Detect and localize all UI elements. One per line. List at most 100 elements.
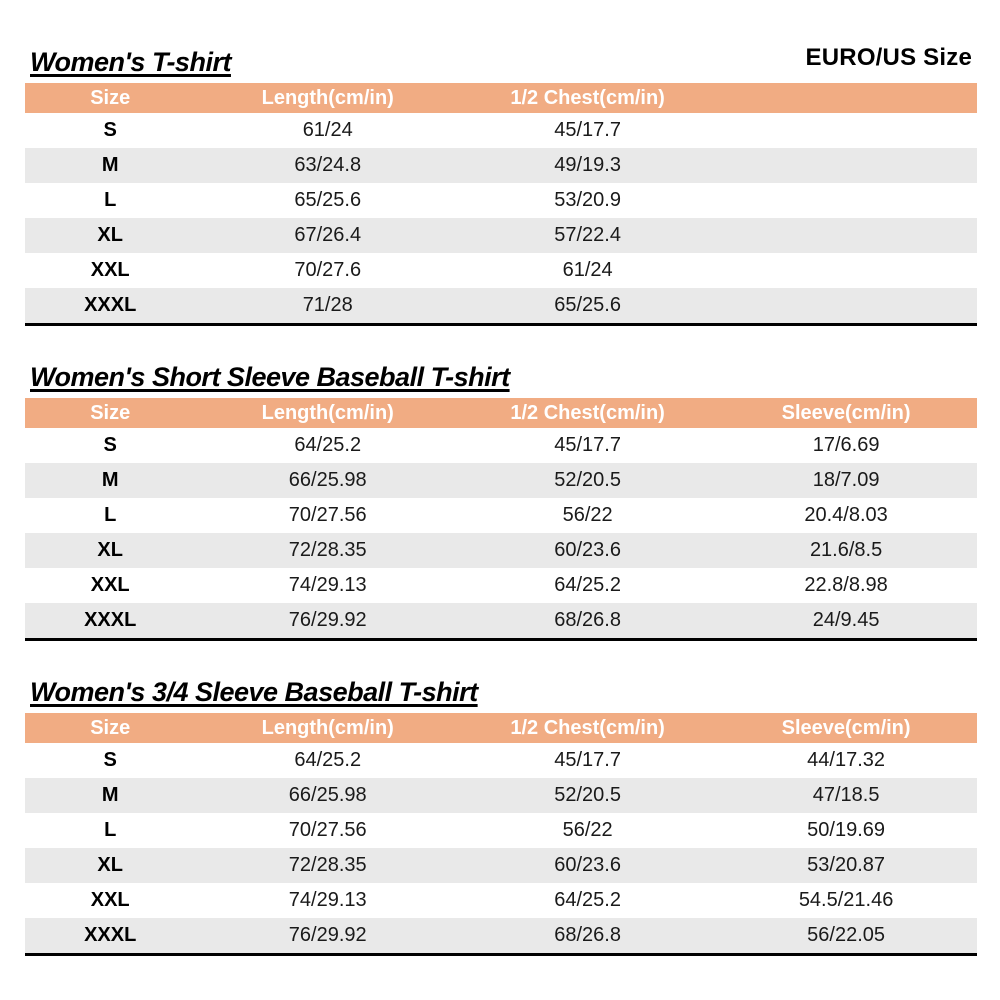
column-header: Length(cm/in) bbox=[195, 398, 461, 428]
measurement-cell: 24/9.45 bbox=[812, 609, 880, 631]
table-row: L 70/27.56 56/22 50/19.69 bbox=[25, 813, 977, 848]
section-womens-tshirt: Women's T-shirt Size Length(cm/in) 1/2 Che… bbox=[25, 46, 977, 326]
measurement-cell bbox=[715, 113, 977, 148]
measurement-cell: 45/17.7 bbox=[554, 434, 621, 456]
table-title: Women's 3/4 Sleeve Baseball T-shirt bbox=[30, 677, 478, 707]
measurement-cell: 64/25.2 bbox=[294, 434, 362, 456]
column-header: Sleeve(cm/in) bbox=[715, 713, 977, 743]
size-cell: XXL bbox=[90, 259, 130, 281]
measurement-cell: 76/29.92 bbox=[288, 924, 367, 946]
measurement-cell: 66/25.98 bbox=[288, 784, 367, 806]
table-row: XL 67/26.4 57/22.4 bbox=[25, 218, 977, 253]
section-womens-three-quarter-sleeve-baseball-tshirt: Women's 3/4 Sleeve Baseball T-shirt Size… bbox=[25, 676, 977, 956]
measurement-cell: 49/19.3 bbox=[554, 154, 621, 176]
table-row: XXXL 71/28 65/25.6 bbox=[25, 288, 977, 325]
table-row: M 63/24.8 49/19.3 bbox=[25, 148, 977, 183]
measurement-cell bbox=[715, 253, 977, 288]
measurement-cell: 72/28.35 bbox=[288, 854, 367, 876]
size-cell: XXL bbox=[90, 574, 130, 596]
measurement-cell: 52/20.5 bbox=[554, 784, 621, 806]
measurement-cell: 70/27.56 bbox=[288, 819, 367, 841]
table-row: XXXL 76/29.92 68/26.8 24/9.45 bbox=[25, 603, 977, 640]
measurement-cell: 61/24 bbox=[302, 119, 353, 141]
measurement-cell: 60/23.6 bbox=[554, 854, 621, 876]
size-cell: XXXL bbox=[84, 609, 137, 631]
measurement-cell: 74/29.13 bbox=[288, 889, 367, 911]
table-row: XXL 70/27.6 61/24 bbox=[25, 253, 977, 288]
measurement-cell: 21.6/8.5 bbox=[809, 539, 883, 561]
measurement-cell bbox=[715, 148, 977, 183]
measurement-cell: 50/19.69 bbox=[807, 819, 886, 841]
measurement-cell: 60/23.6 bbox=[554, 539, 621, 561]
measurement-cell: 20.4/8.03 bbox=[804, 504, 888, 526]
measurement-cell: 63/24.8 bbox=[294, 154, 362, 176]
measurement-cell: 52/20.5 bbox=[554, 469, 621, 491]
size-table: Size Length(cm/in) 1/2 Chest(cm/in) S 61/24 4… bbox=[25, 83, 977, 326]
measurement-cell: 64/25.2 bbox=[554, 574, 621, 596]
measurement-cell: 68/26.8 bbox=[554, 609, 621, 631]
measurement-cell: 17/6.69 bbox=[812, 434, 880, 456]
size-cell: M bbox=[101, 154, 119, 176]
measurement-cell bbox=[715, 218, 977, 253]
size-cell: M bbox=[101, 469, 119, 491]
measurement-cell: 64/25.2 bbox=[554, 889, 621, 911]
size-cell: XL bbox=[97, 539, 123, 561]
measurement-cell: 47/18.5 bbox=[812, 784, 880, 806]
measurement-cell: 66/25.98 bbox=[288, 469, 367, 491]
measurement-cell: 74/29.13 bbox=[288, 574, 367, 596]
size-cell: XXXL bbox=[84, 924, 137, 946]
column-header: Size bbox=[25, 83, 196, 113]
column-header: Sleeve(cm/in) bbox=[715, 398, 977, 428]
measurement-cell: 56/22.05 bbox=[807, 924, 886, 946]
table-row: S 61/24 45/17.7 bbox=[25, 113, 977, 148]
column-header: Length(cm/in) bbox=[195, 83, 461, 113]
table-title: Women's T-shirt bbox=[30, 47, 231, 77]
header-row: Size Length(cm/in) 1/2 Chest(cm/in) bbox=[25, 83, 977, 113]
column-header: 1/2 Chest(cm/in) bbox=[460, 83, 716, 113]
size-cell: XXXL bbox=[84, 294, 137, 316]
measurement-cell: 45/17.7 bbox=[554, 749, 621, 771]
size-cell: L bbox=[104, 819, 117, 841]
measurement-cell: 70/27.6 bbox=[294, 259, 362, 281]
size-table: Size Length(cm/in) 1/2 Chest(cm/in) Sleeve(… bbox=[25, 713, 977, 956]
measurement-cell: 22.8/8.98 bbox=[804, 574, 888, 596]
size-cell: S bbox=[103, 119, 117, 141]
column-header: 1/2 Chest(cm/in) bbox=[460, 713, 716, 743]
measurement-cell: 53/20.87 bbox=[807, 854, 886, 876]
table-row: S 64/25.2 45/17.7 17/6.69 bbox=[25, 428, 977, 463]
size-standard-label: EURO/US Size bbox=[805, 44, 972, 71]
measurement-cell: 57/22.4 bbox=[554, 224, 621, 246]
table-row: L 65/25.6 53/20.9 bbox=[25, 183, 977, 218]
table-row: XL 72/28.35 60/23.6 53/20.87 bbox=[25, 848, 977, 883]
measurement-cell: 67/26.4 bbox=[294, 224, 362, 246]
measurement-cell: 64/25.2 bbox=[294, 749, 362, 771]
measurement-cell bbox=[715, 183, 977, 218]
column-header: Size bbox=[25, 713, 196, 743]
size-cell: XL bbox=[97, 854, 123, 876]
measurement-cell: 56/22 bbox=[562, 819, 613, 841]
size-cell: S bbox=[103, 434, 117, 456]
measurement-cell: 44/17.32 bbox=[807, 749, 886, 771]
measurement-cell: 71/28 bbox=[302, 294, 353, 316]
measurement-cell: 53/20.9 bbox=[554, 189, 621, 211]
measurement-cell: 45/17.7 bbox=[554, 119, 621, 141]
size-cell: L bbox=[104, 504, 117, 526]
column-header bbox=[715, 83, 977, 113]
measurement-cell bbox=[715, 288, 977, 325]
column-header: 1/2 Chest(cm/in) bbox=[460, 398, 716, 428]
measurement-cell: 56/22 bbox=[562, 504, 613, 526]
header-row: Size Length(cm/in) 1/2 Chest(cm/in) Sleeve(… bbox=[25, 713, 977, 743]
table-row: XXL 74/29.13 64/25.2 22.8/8.98 bbox=[25, 568, 977, 603]
section-womens-short-sleeve-baseball-tshirt: Women's Short Sleeve Baseball T-shirt Si… bbox=[25, 361, 977, 641]
measurement-cell: 54.5/21.46 bbox=[798, 889, 894, 911]
measurement-cell: 65/25.6 bbox=[294, 189, 362, 211]
table-row: L 70/27.56 56/22 20.4/8.03 bbox=[25, 498, 977, 533]
measurement-cell: 18/7.09 bbox=[812, 469, 880, 491]
table-row: S 64/25.2 45/17.7 44/17.32 bbox=[25, 743, 977, 778]
measurement-cell: 76/29.92 bbox=[288, 609, 367, 631]
size-cell: M bbox=[101, 784, 119, 806]
table-row: M 66/25.98 52/20.5 47/18.5 bbox=[25, 778, 977, 813]
size-cell: XL bbox=[97, 224, 123, 246]
size-table: Size Length(cm/in) 1/2 Chest(cm/in) Sleeve(… bbox=[25, 398, 977, 641]
